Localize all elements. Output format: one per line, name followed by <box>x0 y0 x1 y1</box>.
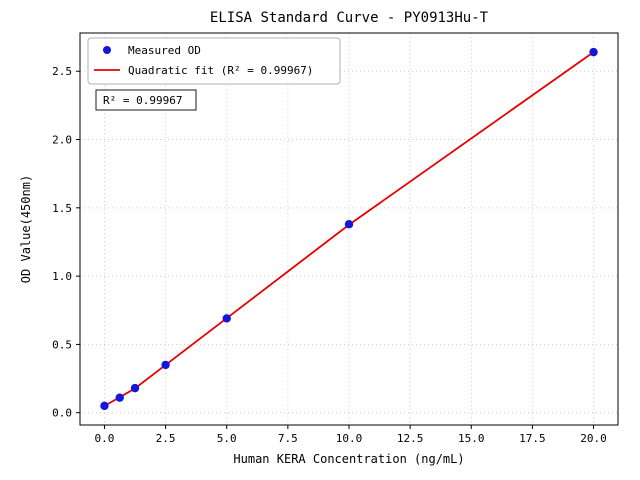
axis-ticks: 0.0 2.5 5.0 7.5 10.0 12.5 15.0 17.5 20.0 0.0 0.5 1.… <box>52 65 607 445</box>
x-tick-label: 0.0 <box>95 432 115 445</box>
data-point <box>115 393 124 402</box>
x-tick-label: 17.5 <box>519 432 546 445</box>
x-tick-label: 7.5 <box>278 432 298 445</box>
legend-marker-measured-od-icon <box>103 46 111 54</box>
x-tick-label: 2.5 <box>156 432 176 445</box>
x-tick-label: 20.0 <box>580 432 607 445</box>
grid-layer <box>80 33 618 425</box>
x-tick-label: 10.0 <box>336 432 363 445</box>
r-squared-annotation: R² = 0.99967 <box>95 89 197 111</box>
r-squared-box <box>95 89 197 111</box>
data-point <box>589 47 598 57</box>
x-tick-label: 12.5 <box>397 432 424 445</box>
x-axis-label: Human KERA Concentration (ng/mL) <box>233 452 464 466</box>
data-point <box>130 383 140 393</box>
legend-label-measured-od: Measured OD <box>128 44 201 57</box>
data-series-layer <box>100 47 598 411</box>
r-squared-label: R² = 0.99967 <box>103 94 182 107</box>
y-tick-label: 2.0 <box>52 134 72 147</box>
x-tick-label: 15.0 <box>458 432 485 445</box>
y-tick-label: 1.0 <box>52 270 72 283</box>
y-tick-label: 2.5 <box>52 65 72 78</box>
y-axis-label: OD Value(450nm) <box>19 175 33 283</box>
y-tick-label: 0.5 <box>52 338 72 351</box>
y-tick-label: 1.5 <box>52 202 72 215</box>
y-tick-label: 0.0 <box>52 407 72 420</box>
data-point <box>100 401 109 411</box>
chart-title: ELISA Standard Curve - PY0913Hu-T <box>210 10 489 26</box>
data-point <box>344 220 354 229</box>
data-point <box>222 314 231 323</box>
legend-label-quadratic-fit: Quadratic fit (R² = 0.99967) <box>128 64 313 77</box>
data-point <box>161 360 170 370</box>
legend: Measured OD Quadratic fit (R² = 0.99967) <box>87 37 341 85</box>
x-tick-label: 5.0 <box>217 432 237 445</box>
legend-box <box>87 37 341 85</box>
